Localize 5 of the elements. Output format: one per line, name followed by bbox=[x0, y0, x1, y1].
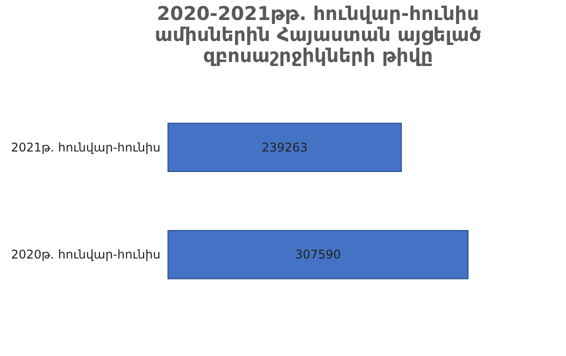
data-label: 307590 bbox=[295, 248, 341, 262]
y-tick-label: 2020թ. հունվար-հունիս bbox=[10, 248, 160, 262]
data-label: 239263 bbox=[262, 140, 308, 154]
y-tick-label: 2021թ. հունվար-հունիս bbox=[10, 140, 160, 154]
chart-title: 2020-2021թթ. հունվար-հունիս ամիսներին Հայաստան այցելած զբոսաշրջիկների թիվը bbox=[154, 3, 482, 67]
